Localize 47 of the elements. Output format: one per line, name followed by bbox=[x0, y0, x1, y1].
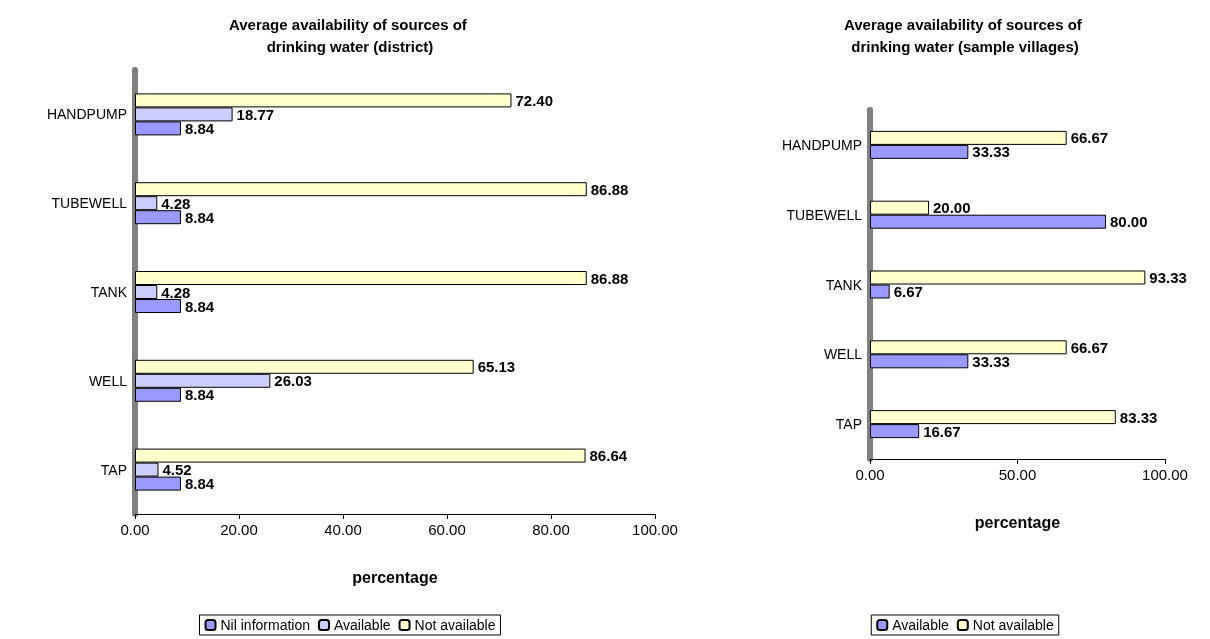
x-tick-label: 0.00 bbox=[120, 521, 150, 538]
chart-title: Average availability of sources of drinking water (sample villages) bbox=[843, 15, 1087, 55]
y-tick-label: TUBEWELL bbox=[786, 206, 863, 223]
data-label: 26.03 bbox=[274, 372, 312, 390]
data-label: 33.33 bbox=[972, 143, 1010, 161]
y-tick-label: HANDPUMP bbox=[46, 106, 127, 123]
x-tick-label: 100.00 bbox=[1142, 466, 1188, 483]
y-tick-label: WELL bbox=[88, 372, 128, 389]
legend-label: Available bbox=[333, 617, 391, 633]
y-tick-label: WELL bbox=[823, 346, 863, 363]
data-label: 33.33 bbox=[972, 352, 1010, 370]
legend-label: Available bbox=[892, 617, 950, 633]
data-label: 80.00 bbox=[1110, 213, 1148, 231]
x-tick-label: 40.00 bbox=[324, 521, 362, 538]
data-label: 93.33 bbox=[1149, 269, 1187, 286]
data-label: 66.67 bbox=[1070, 338, 1109, 356]
data-label: 16.67 bbox=[923, 422, 961, 440]
legend-label: Nil information bbox=[220, 617, 310, 633]
y-tick-label: HANDPUMP bbox=[781, 136, 862, 153]
x-tick-label: 50.00 bbox=[998, 466, 1037, 483]
x-tick-label: 100.00 bbox=[632, 521, 678, 538]
data-label: 83.33 bbox=[1119, 408, 1158, 426]
x-tick-label: 0.00 bbox=[855, 466, 885, 483]
data-label: 86.88 bbox=[590, 269, 629, 287]
y-tick-label: TUBEWELL bbox=[51, 195, 128, 212]
data-label: 20.00 bbox=[933, 199, 971, 217]
legend-label: Not available bbox=[972, 617, 1054, 633]
y-tick-label: TAP bbox=[100, 461, 127, 478]
chart-title: Average availability of sources of drinking water (district) bbox=[228, 15, 472, 55]
data-label: 66.67 bbox=[1070, 129, 1109, 147]
x-tick-label: 80.00 bbox=[532, 521, 570, 538]
legend-label: Not available bbox=[414, 617, 496, 633]
data-label: 86.88 bbox=[590, 180, 629, 198]
data-label: 86.64 bbox=[589, 447, 628, 465]
x-tick-label: 60.00 bbox=[428, 521, 466, 538]
data-label: 18.77 bbox=[236, 105, 275, 123]
data-label: 65.13 bbox=[477, 358, 516, 376]
data-label: 72.40 bbox=[515, 91, 554, 109]
x-axis-title: percentage bbox=[352, 568, 438, 586]
data-label: 6.67 bbox=[893, 283, 923, 300]
y-tick-label: TAP bbox=[835, 416, 862, 433]
y-tick-label: TANK bbox=[90, 284, 128, 300]
x-tick-label: 20.00 bbox=[220, 521, 258, 538]
y-tick-label: TANK bbox=[825, 276, 863, 293]
data-label: 8.84 bbox=[184, 119, 215, 137]
data-label: 8.84 bbox=[184, 386, 215, 404]
x-axis-title: percentage bbox=[974, 513, 1061, 531]
